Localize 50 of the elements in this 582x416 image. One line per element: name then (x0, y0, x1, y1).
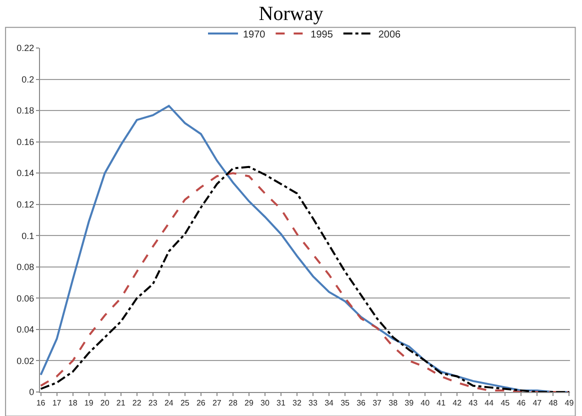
y-tick-label: 0.16 (16, 136, 34, 147)
y-tick-label: 0.18 (16, 106, 34, 116)
legend-label: 1995 (310, 29, 334, 40)
y-tick-label: 0.04 (16, 324, 34, 335)
x-tick-label: 35 (340, 398, 350, 408)
x-tick-label: 20 (100, 398, 110, 408)
x-tick-label: 31 (276, 398, 286, 408)
y-tick-label: 0.12 (16, 200, 34, 210)
x-tick-label: 33 (308, 398, 318, 408)
legend-label: 1970 (243, 29, 266, 40)
y-tick-label: 0.22 (16, 43, 34, 54)
x-tick-label: 42 (452, 398, 462, 408)
x-tick-label: 25 (180, 398, 190, 408)
y-tick-label: 0.02 (16, 356, 34, 366)
x-tick-label: 23 (148, 398, 158, 408)
x-tick-label: 49 (564, 398, 574, 408)
x-tick-label: 22 (132, 398, 142, 408)
x-tick-label: 34 (324, 398, 334, 408)
x-tick-label: 30 (260, 398, 270, 408)
x-tick-label: 16 (36, 398, 46, 408)
x-tick-label: 44 (484, 398, 494, 408)
y-tick-label: 0.08 (16, 262, 34, 272)
x-tick-label: 41 (436, 398, 446, 408)
y-tick-label: 0.2 (22, 74, 34, 84)
x-tick-label: 40 (420, 398, 430, 408)
x-tick-label: 18 (68, 398, 78, 408)
x-tick-label: 27 (212, 398, 222, 408)
x-tick-label: 24 (164, 398, 174, 408)
x-tick-label: 45 (500, 398, 510, 408)
x-tick-label: 36 (356, 398, 366, 408)
legend-label: 2006 (378, 29, 402, 40)
x-tick-label: 48 (548, 398, 558, 408)
x-tick-label: 28 (228, 398, 238, 408)
x-tick-label: 26 (196, 398, 206, 408)
x-tick-label: 46 (516, 398, 526, 408)
x-tick-label: 32 (292, 398, 302, 408)
x-tick-label: 29 (244, 398, 254, 408)
y-tick-label: 0.1 (22, 230, 34, 241)
x-tick-label: 37 (372, 398, 382, 408)
chart-title: Norway (258, 3, 324, 26)
x-tick-label: 19 (84, 398, 94, 408)
x-tick-label: 47 (532, 398, 542, 408)
y-tick-label: 0 (29, 387, 34, 398)
x-tick-label: 39 (404, 398, 414, 408)
y-tick-label: 0.14 (16, 168, 34, 178)
x-tick-label: 17 (52, 398, 62, 408)
x-tick-label: 43 (468, 398, 478, 408)
x-tick-label: 21 (116, 398, 126, 408)
y-tick-label: 0.06 (16, 293, 34, 304)
x-tick-label: 38 (388, 398, 398, 408)
